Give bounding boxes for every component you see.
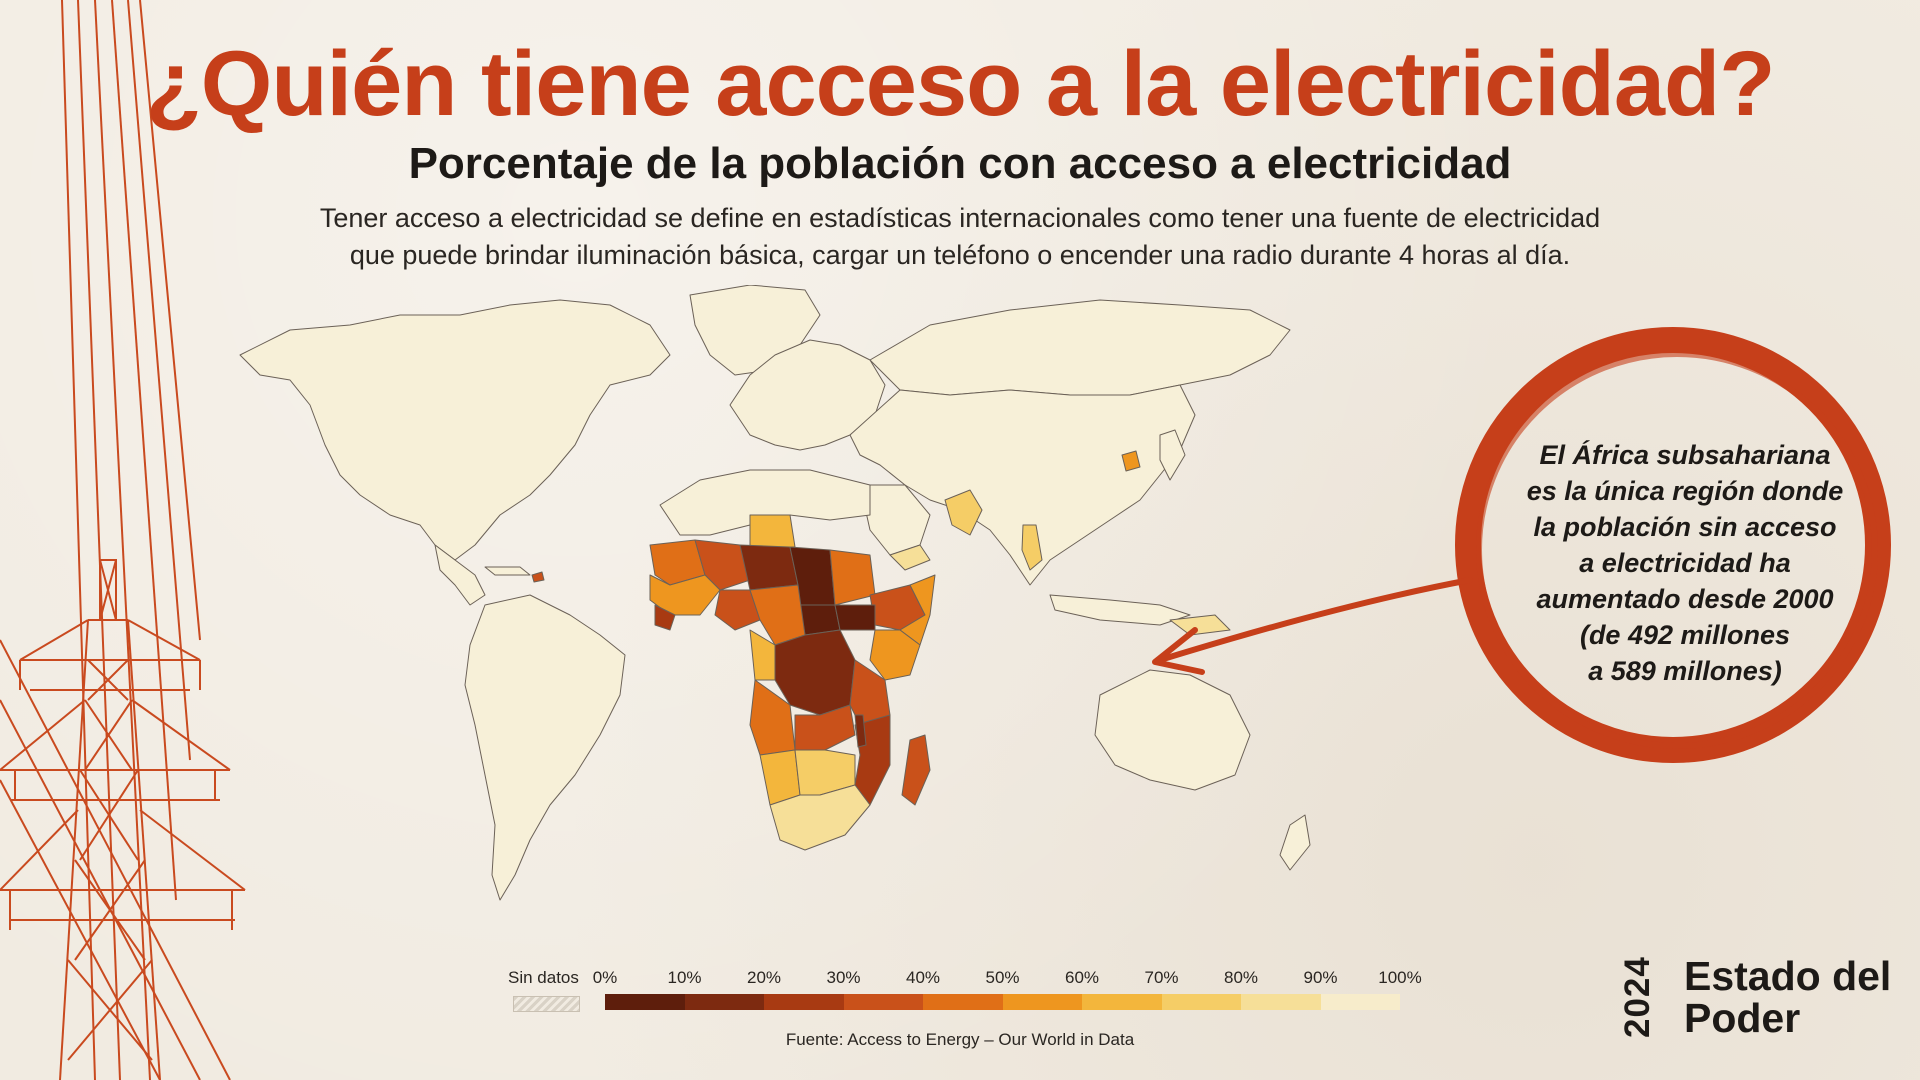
region-nigeria [714, 589, 761, 631]
callout-text: El África subsahariana es la única regió… [1480, 437, 1890, 689]
region-new-zealand [1279, 814, 1311, 871]
region-north-africa [659, 469, 871, 536]
description-line-1: Tener acceso a electricidad se define en… [319, 203, 1601, 233]
legend-tick-90: 90% [1303, 968, 1338, 987]
brand-name-line-2: Poder [1684, 995, 1801, 1041]
region-europe [729, 339, 886, 451]
region-central-america [434, 544, 486, 606]
world-map [239, 285, 1311, 901]
legend-color-scale [605, 994, 1400, 1010]
region-myanmar [1021, 524, 1043, 571]
legend-swatch-0 [605, 994, 685, 1010]
legend-swatch-2 [764, 994, 844, 1010]
legend-swatch-8 [1241, 994, 1321, 1010]
brand-year: 2024 [1618, 956, 1657, 1038]
region-yemen-somalia [889, 544, 931, 571]
region-south-america [464, 594, 626, 901]
region-malawi [854, 714, 867, 748]
legend-swatch-9 [1320, 994, 1400, 1010]
region-russia [869, 299, 1291, 396]
region-south-africa [769, 784, 871, 851]
region-japan [1159, 429, 1186, 481]
legend-tick-10: 10% [667, 968, 702, 987]
region-australia [1094, 669, 1251, 791]
callout-arrow [1152, 577, 1473, 675]
region-pakistan [944, 489, 983, 536]
region-south-sudan [834, 604, 876, 631]
legend-swatch-4 [923, 994, 1003, 1010]
legend-swatch-3 [843, 994, 923, 1010]
legend-tick-40: 40% [905, 968, 941, 987]
region-madagascar [901, 734, 931, 806]
legend-tick-80: 80% [1223, 968, 1259, 987]
map-legend: Sin datos 0% 10% 20% 30% 40% 50% 60% 70%… [500, 968, 1500, 1018]
region-mali [694, 539, 751, 591]
region-gabon-congo [749, 629, 776, 681]
region-sudan [829, 549, 876, 606]
legend-tick-100: 100% [1378, 968, 1422, 987]
page-title: ¿Quién tiene acceso a la electricidad? [145, 33, 1776, 135]
description-line-2: que puede brindar iluminación básica, ca… [349, 240, 1571, 270]
region-asia [849, 384, 1196, 586]
legend-tick-70: 70% [1144, 968, 1179, 987]
legend-swatch-7 [1161, 994, 1241, 1010]
legend-swatch-5 [1002, 994, 1082, 1010]
region-haiti [531, 571, 545, 583]
legend-tick-60: 60% [1064, 968, 1100, 987]
region-north-america [239, 299, 671, 561]
legend-swatch-6 [1082, 994, 1162, 1010]
region-niger [739, 544, 799, 591]
brand-name-line-1: Estado del [1684, 953, 1892, 999]
region-guinea [654, 604, 676, 631]
callout-line-6: (de 492 millones [1579, 620, 1791, 650]
legend-swatch-1 [684, 994, 764, 1010]
legend-tick-20: 20% [746, 968, 782, 987]
region-papua [1169, 614, 1231, 636]
callout-line-3: la población sin acceso [1533, 512, 1837, 542]
legend-no-data-swatch [513, 996, 580, 1012]
power-tower-illustration [0, 0, 246, 1080]
page-subtitle: Porcentaje de la población con acceso a … [408, 139, 1512, 188]
legend-tick-50: 50% [985, 968, 1020, 987]
description: Tener acceso a electricidad se define en… [200, 200, 1720, 274]
callout-circle [1455, 327, 1891, 763]
region-kenya [869, 629, 921, 681]
legend-tick-0: 0% [592, 968, 618, 987]
callout-line-5: aumentado desde 2000 [1536, 584, 1834, 614]
region-west-coast [649, 574, 721, 616]
callout-line-7: a 589 millones) [1588, 656, 1782, 686]
source-note: Fuente: Access to Energy – Our World in … [785, 1030, 1135, 1049]
region-cuba [484, 566, 531, 576]
region-north-korea [1121, 450, 1141, 472]
legend-no-data-label: Sin datos [508, 968, 579, 987]
brand-logo: Estado del Poder [1684, 955, 1891, 1039]
callout-line-2: es la única región donde [1526, 476, 1844, 506]
region-libya [749, 514, 796, 548]
callout-line-1: El África subsahariana [1539, 440, 1831, 470]
callout-line-4: a electricidad ha [1579, 548, 1791, 578]
legend-tick-30: 30% [826, 968, 861, 987]
